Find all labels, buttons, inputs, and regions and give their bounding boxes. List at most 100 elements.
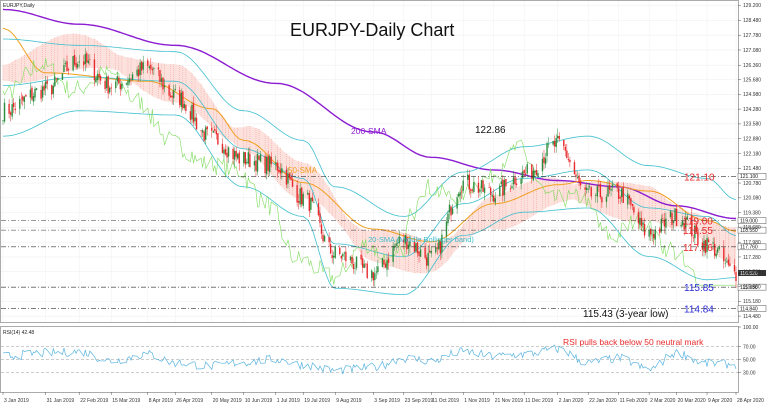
candle-body [639,217,641,225]
rsi-tick-label: 70.00 [743,344,756,350]
candle-body [63,64,65,73]
candle-body [457,193,460,197]
candle-body [692,237,695,239]
candle-body [29,89,32,98]
candles [2,48,737,289]
candle-body [511,186,513,189]
candle-body [733,264,736,272]
candle-body [87,60,90,64]
candle-body [256,154,259,172]
candle-body [419,249,422,257]
candle-body [547,144,550,146]
candle-body [579,181,582,186]
candle-body [617,188,620,199]
candle-body [396,242,399,244]
candle-body [543,157,545,163]
level-tag-box [737,243,767,251]
candle-body [607,186,609,197]
candle-body [418,251,420,256]
candle-body [558,135,560,140]
candle-body [20,97,22,99]
candle-body [392,245,394,262]
candle-body [35,88,38,90]
candle-body [191,104,193,120]
candle-body [726,261,728,263]
candle-body [160,78,163,82]
candle-body [384,263,387,268]
candle-body [553,140,556,147]
candle-body [105,76,108,89]
candle-body [253,161,256,166]
candle-body [61,73,64,80]
candle-body [244,152,246,165]
label-50-sma: 50-SMA [288,166,318,175]
candle-body [630,198,632,205]
candle-body [585,187,588,190]
candle-body [707,239,710,243]
y-tick-label: 128.480 [743,18,761,24]
candle-body [439,240,442,254]
legend-label: EURJPY,Daily [3,3,35,9]
candle-body [285,169,288,185]
candle-body [2,120,4,121]
candle-body [715,253,717,257]
candle-body [313,202,315,203]
grid [1,1,738,322]
y-tick-label: 117.980 [743,240,761,246]
candle-body [573,162,576,175]
level-label-121.10: 121.10 [684,172,715,183]
candle-body [195,117,198,130]
candle-body [278,169,280,172]
y-tick-label: 122.180 [743,151,761,157]
candle-body [127,80,129,86]
candle-body [57,78,59,80]
candle-body [8,103,10,114]
candle-body [616,183,618,188]
candle-body [500,181,503,185]
label-low-115-43: 115.43 (3-year low) [583,309,668,320]
candle-body [201,130,204,133]
candle-body [660,218,663,232]
candle-body [662,218,664,219]
candle-body [194,117,196,122]
rsi-tick-label: 30.00 [743,370,756,376]
x-tick-label: 3 Sep 2019 [374,398,400,404]
candle-body [339,247,341,254]
candle-body [276,162,278,171]
y-tick-label: 120.080 [743,196,761,202]
candle-body [300,187,303,205]
candle-body [532,170,535,181]
candle-body [552,140,554,145]
x-tick-label: 8 Apr 2019 [149,398,173,404]
candle-body [214,129,216,131]
candle-body [557,135,559,139]
candle-body [150,64,152,70]
candle-body [258,156,260,160]
x-tick-label: 9 Apr 2020 [708,398,732,404]
candle-body [489,187,492,195]
candle-body [686,216,688,220]
level-tag-114.840: 114.840 [740,306,758,312]
level-tag-box [737,283,767,291]
candle-body [76,64,79,68]
candle-body [11,104,13,117]
candle-body [310,197,312,210]
candle-body [14,108,16,111]
candle-body [374,273,376,281]
candle-body [340,255,343,259]
candle-body [351,256,353,264]
candle-body [386,260,388,270]
candle-body [223,149,225,154]
line-lagging-span [2,58,736,286]
candle-body [131,74,134,81]
y-tick-label: 127.780 [743,33,761,39]
candle-body [473,182,475,192]
candle-body [44,81,47,89]
candle-body [403,238,405,243]
candle-body [468,174,471,190]
candle-body [206,126,208,130]
candle-body [596,186,599,197]
candle-body [281,168,283,174]
candle-body [52,85,54,94]
level-label-117.76: 117.76 [683,243,713,254]
